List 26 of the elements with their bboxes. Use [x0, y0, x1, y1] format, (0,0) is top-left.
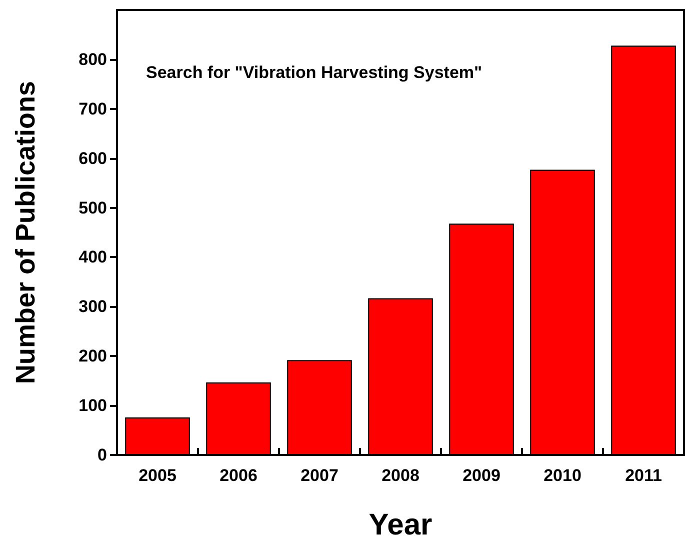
bar [206, 382, 271, 455]
y-tick-label: 200 [78, 346, 107, 366]
y-tick-label: 500 [78, 198, 107, 218]
bar [287, 360, 352, 455]
x-tick-label: 2006 [220, 466, 258, 485]
y-tick-label: 700 [78, 99, 107, 118]
x-tick-label: 2005 [138, 466, 176, 485]
y-tick-label: 800 [78, 50, 107, 69]
y-axis-title: Number of Publications [10, 80, 40, 384]
bar [449, 224, 514, 455]
y-tick-label: 600 [78, 148, 107, 168]
y-tick-label: 100 [78, 396, 107, 416]
bar [368, 298, 433, 455]
bar [530, 170, 595, 455]
x-tick-label: 2011 [625, 466, 662, 485]
y-tick-label: 300 [78, 297, 107, 316]
x-tick-label: 2009 [462, 466, 500, 485]
bar [611, 46, 676, 455]
x-tick-label: 2010 [544, 466, 582, 485]
bar [125, 417, 190, 455]
x-tick-label: 2007 [300, 466, 338, 485]
y-tick-label: 400 [78, 248, 107, 267]
annotation: Search for "Vibration Harvesting System" [146, 63, 482, 82]
x-tick-label: 2008 [382, 466, 420, 485]
x-axis-title: Year [368, 508, 433, 542]
y-tick-label: 0 [98, 446, 107, 464]
